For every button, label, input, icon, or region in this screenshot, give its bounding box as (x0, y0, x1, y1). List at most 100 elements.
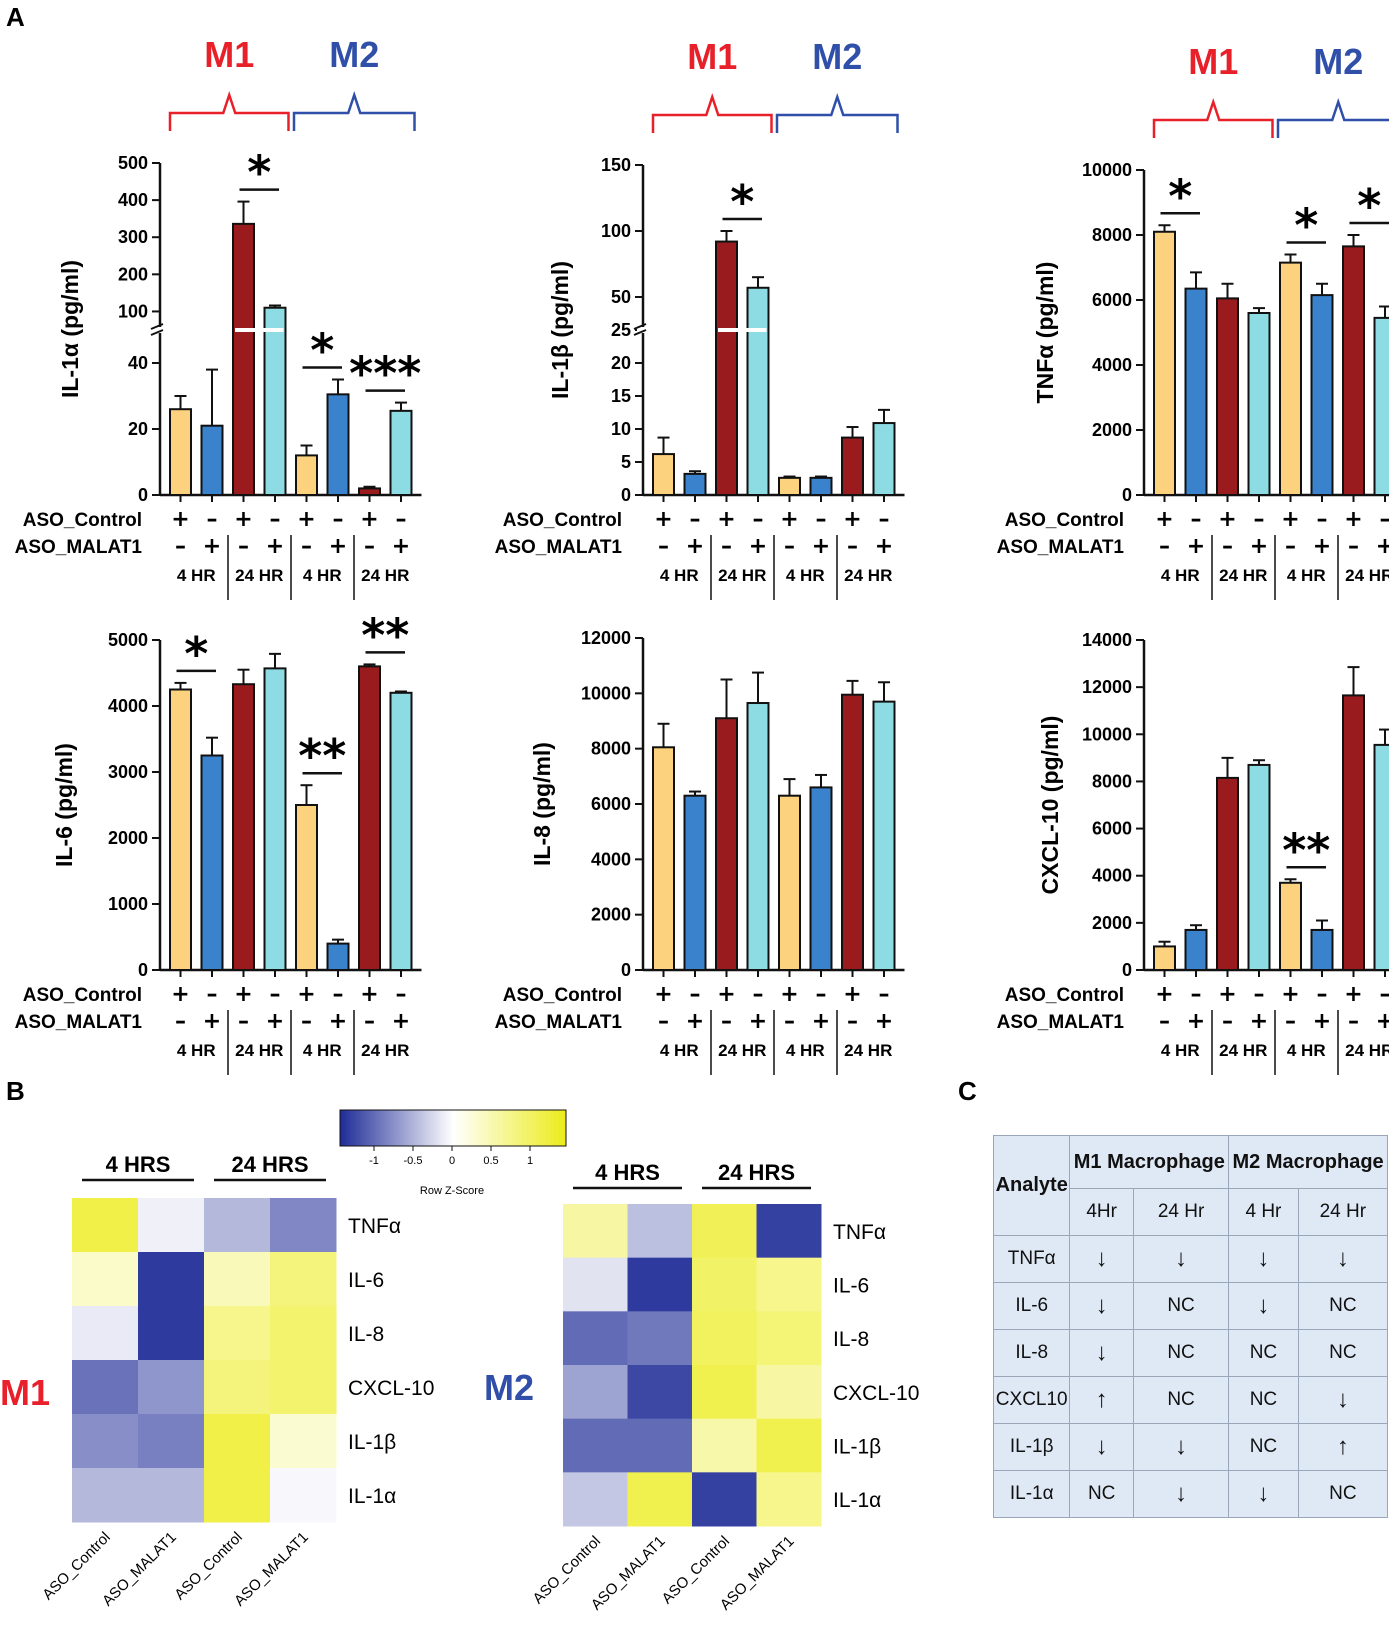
heatmap-cell (756, 1472, 822, 1527)
treatment-row-label: ASO_MALAT1 (495, 1012, 623, 1033)
treatment-sign: – (207, 982, 218, 1007)
treatment-sign: + (1281, 507, 1299, 532)
treatment-sign: + (234, 507, 252, 532)
y-tick-label: 2000 (1092, 420, 1132, 440)
time-label: 4 HR (1161, 566, 1200, 585)
effect-cell: NC (1132, 1376, 1230, 1424)
time-header: 4 Hr (1228, 1188, 1299, 1236)
treatment-sign: + (329, 534, 347, 559)
summary-table: Analyte M1 Macrophage M2 Macrophage 4Hr … (992, 1135, 1389, 1518)
treatment-sign: – (1348, 534, 1359, 559)
y-tick-label: 40 (128, 353, 148, 373)
effect-cell: ↓ (1297, 1376, 1389, 1424)
treatment-row-label: ASO_MALAT1 (15, 1012, 143, 1033)
treatment-sign: – (1159, 1009, 1170, 1034)
treatment-sign: + (654, 982, 672, 1007)
treatment-sign: + (171, 982, 189, 1007)
analyte-cell: IL-6 (992, 1282, 1071, 1330)
bar (1279, 261, 1302, 496)
time-label: 24 HR (235, 566, 283, 585)
treatment-sign: – (333, 507, 344, 532)
axis-break-gap (154, 327, 166, 333)
treatment-sign: + (297, 982, 315, 1007)
bar (1310, 928, 1334, 972)
axis-break-mark (150, 329, 164, 336)
heatmap-cell (204, 1198, 271, 1253)
bar (263, 667, 287, 971)
heatmap-cell (563, 1365, 628, 1420)
time-header: 24 Hr (1297, 1188, 1389, 1236)
bar (389, 409, 413, 497)
bar (809, 786, 833, 972)
heatmap-cell (138, 1306, 205, 1361)
y-axis-label: TNFα (pg/ml) (1032, 262, 1058, 404)
y-tick-label: 2000 (591, 905, 631, 925)
treatment-sign: + (749, 1009, 767, 1034)
treatment-row-label: ASO_MALAT1 (495, 537, 623, 558)
treatment-row-label: ASO_MALAT1 (15, 537, 143, 558)
effect-cell: ↑ (1069, 1376, 1134, 1424)
treatment-sign: + (329, 1009, 347, 1034)
time-label: 24 HR (361, 566, 409, 585)
heatmap-column-label: ASO_Control (39, 1529, 114, 1604)
treatment-sign: – (175, 534, 186, 559)
heatmap-column-label: ASO_Control (171, 1529, 246, 1604)
treatment-sign: + (1344, 507, 1362, 532)
treatment-sign: – (270, 982, 281, 1007)
bar (872, 700, 896, 972)
treatment-sign: – (1380, 507, 1389, 532)
time-label: 24 HR (1219, 566, 1267, 585)
heatmap-time-label: 4 HRS (106, 1152, 171, 1177)
bar (326, 393, 350, 497)
treatment-row-label: ASO_Control (23, 510, 142, 531)
bar (746, 286, 770, 497)
y-tick-label: 0 (621, 485, 631, 505)
treatment-sign: + (360, 507, 378, 532)
color-key-tick-label: -0.5 (404, 1155, 423, 1167)
treatment-sign: + (1187, 534, 1205, 559)
effect-cell: NC (1228, 1376, 1299, 1424)
heatmap-cell (72, 1360, 139, 1415)
analyte-cell: TNFα (992, 1235, 1071, 1283)
m2-label: M2 (329, 34, 379, 75)
time-label: 4 HR (786, 1041, 825, 1060)
table-row: TNFα ↓ ↓ ↓ ↓ (992, 1235, 1389, 1283)
treatment-sign: – (333, 982, 344, 1007)
treatment-sign: + (717, 507, 735, 532)
treatment-sign: + (875, 534, 893, 559)
significance-marker: ** (361, 608, 409, 662)
y-tick-label: 0 (138, 485, 148, 505)
treatment-sign: + (392, 1009, 410, 1034)
axis-break-mark (633, 329, 647, 336)
heatmap-cell (72, 1198, 139, 1253)
m1-brace (1152, 98, 1274, 138)
y-tick-label: 4000 (108, 696, 148, 716)
y-tick-label: 2000 (1092, 913, 1132, 933)
color-key (339, 1109, 567, 1147)
y-tick-label: 4000 (1092, 355, 1132, 375)
treatment-sign: – (238, 534, 249, 559)
analyte-cell: IL-8 (992, 1329, 1071, 1377)
bar (746, 702, 770, 971)
time-label: 4 HR (303, 566, 342, 585)
bar (1153, 230, 1176, 496)
y-tick-label: 15 (611, 386, 631, 406)
bar (652, 746, 675, 971)
treatment-sign: + (234, 982, 252, 1007)
heatmap-row-label: IL-1β (833, 1436, 881, 1459)
heatmap-cell (692, 1365, 757, 1420)
m1-label: M1 (1188, 41, 1238, 82)
panel-label-a: A (6, 2, 25, 32)
treatment-sign: – (690, 507, 701, 532)
significance-marker: * (1294, 199, 1318, 253)
bar (200, 754, 224, 971)
heatmap-cell (692, 1257, 757, 1312)
treatment-sign: – (784, 534, 795, 559)
y-tick-label: 500 (118, 153, 148, 173)
treatment-sign: – (784, 1009, 795, 1034)
effect-cell: NC (1228, 1329, 1299, 1377)
bar (652, 453, 675, 496)
color-key-title: Row Z-Score (420, 1185, 484, 1197)
treatment-sign: + (812, 534, 830, 559)
treatment-sign: – (301, 1009, 312, 1034)
